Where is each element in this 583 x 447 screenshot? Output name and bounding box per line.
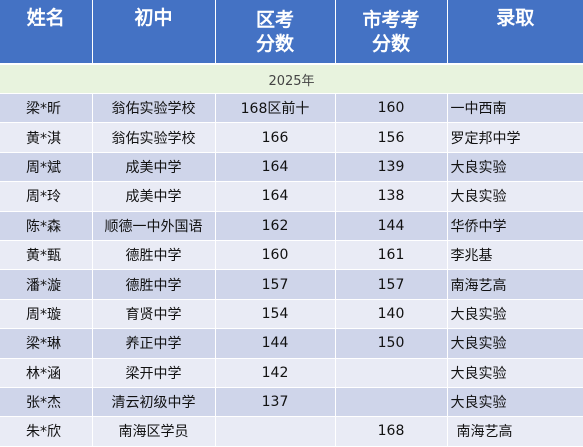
admission-school: 大良实验 [447,358,583,388]
middle-school: 顺德一中外国语 [92,211,216,241]
district-score: 168区前十 [215,93,336,124]
admission-school: 李兆基 [447,240,583,271]
city-score [335,387,448,418]
district-score [215,416,336,447]
header-admission: 录取 [447,0,583,65]
admission-school: 大良实验 [447,181,583,212]
table-row: 陈*森 顺德一中外国语 162 144 华侨中学 [0,211,583,241]
header-city-score-line1: 市考考 [362,8,420,31]
city-score: 138 [335,181,448,212]
middle-school: 清云初级中学 [92,387,216,418]
city-score: 139 [335,152,448,183]
district-score: 164 [215,181,336,212]
middle-school: 翁佑实验学校 [92,122,216,153]
district-score: 166 [215,122,336,153]
middle-school: 德胜中学 [92,240,216,271]
header-row: 姓名 初中 区考 分数 市考考 分数 录取 [0,0,583,65]
city-score [335,358,448,388]
district-score: 157 [215,269,336,300]
admission-school: 南海艺高 [447,269,583,300]
table-row: 梁*昕 翁佑实验学校 168区前十 160 一中西南 [0,93,583,124]
year-row: 2025年 [0,64,583,94]
district-score: 164 [215,152,336,183]
middle-school: 成美中学 [92,181,216,212]
header-middle-school: 初中 [92,0,216,65]
table-row: 周*玲 成美中学 164 138 大良实验 [0,181,583,212]
student-name: 周*斌 [0,152,93,183]
city-score: 156 [335,122,448,153]
admission-school: 华侨中学 [447,211,583,241]
middle-school: 成美中学 [92,152,216,183]
student-name: 朱*欣 [0,416,93,447]
student-name: 梁*昕 [0,93,93,124]
header-city-score-line2: 分数 [371,32,410,55]
table-row: 林*涵 梁开中学 142 大良实验 [0,358,583,388]
district-score: 144 [215,328,336,359]
header-name: 姓名 [0,0,93,65]
admission-school: 大良实验 [447,299,583,330]
table-row: 黄*甄 德胜中学 160 161 李兆基 [0,240,583,271]
middle-school: 梁开中学 [92,358,216,388]
table-row: 周*璇 育贤中学 154 140 大良实验 [0,299,583,330]
student-name: 周*玲 [0,181,93,212]
table-row: 周*斌 成美中学 164 139 大良实验 [0,152,583,183]
student-name: 黄*甄 [0,240,93,271]
student-name: 周*璇 [0,299,93,330]
student-name: 陈*森 [0,211,93,241]
table-row: 潘*漩 德胜中学 157 157 南海艺高 [0,269,583,300]
district-score: 142 [215,358,336,388]
middle-school: 育贤中学 [92,299,216,330]
middle-school: 南海区学员 [92,416,216,447]
table-row: 梁*琳 养正中学 144 150 大良实验 [0,328,583,359]
table-row: 张*杰 清云初级中学 137 大良实验 [0,387,583,418]
admission-school: 南海艺高 [447,416,583,447]
city-score: 168 [335,416,448,447]
student-name: 黄*淇 [0,122,93,153]
student-name: 潘*漩 [0,269,93,300]
city-score: 144 [335,211,448,241]
middle-school: 养正中学 [92,328,216,359]
city-score: 150 [335,328,448,359]
header-district-score-line2: 分数 [255,32,294,55]
city-score: 161 [335,240,448,271]
middle-school: 翁佑实验学校 [92,93,216,124]
admission-school: 大良实验 [447,328,583,359]
header-district-score: 区考 分数 [215,0,336,65]
table-row: 黄*淇 翁佑实验学校 166 156 罗定邦中学 [0,122,583,153]
admission-school: 罗定邦中学 [447,122,583,153]
admission-school: 一中西南 [447,93,583,124]
district-score: 160 [215,240,336,271]
year-label: 2025年 [0,64,583,94]
city-score: 157 [335,269,448,300]
header-district-score-line1: 区考 [255,8,294,31]
table-row: 朱*欣 南海区学员 168 南海艺高 [0,416,583,447]
city-score: 140 [335,299,448,330]
district-score: 162 [215,211,336,241]
admission-school: 大良实验 [447,152,583,183]
district-score: 154 [215,299,336,330]
city-score: 160 [335,93,448,124]
middle-school: 德胜中学 [92,269,216,300]
student-name: 张*杰 [0,387,93,418]
student-name: 梁*琳 [0,328,93,359]
admission-school: 大良实验 [447,387,583,418]
header-city-score: 市考考 分数 [335,0,448,65]
district-score: 137 [215,387,336,418]
student-name: 林*涵 [0,358,93,388]
